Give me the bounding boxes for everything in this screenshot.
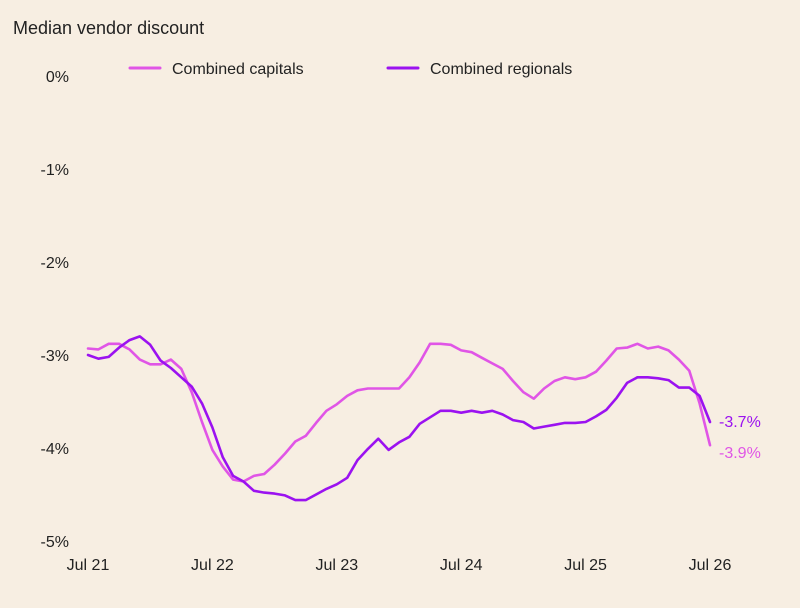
x-tick-label: Jul 25 <box>564 557 607 574</box>
y-axis: 0% -1% -2% -3% -4% -5% <box>41 69 69 551</box>
x-axis: Jul 21 Jul 22 Jul 23 Jul 24 Jul 25 Jul 26 <box>67 557 732 574</box>
y-tick-label: -3% <box>41 348 69 365</box>
x-tick-label: Jul 24 <box>440 557 483 574</box>
end-value-label: -3.9% <box>719 445 761 462</box>
y-tick-label: -2% <box>41 255 69 272</box>
x-tick-label: Jul 23 <box>315 557 358 574</box>
series-layer <box>86 335 712 502</box>
legend-item: Combined regionals <box>386 61 572 78</box>
end-labels: -3.9% -3.7% <box>719 414 761 462</box>
series-line <box>86 335 712 502</box>
x-tick-label: Jul 22 <box>191 557 234 574</box>
y-tick-label: -5% <box>41 534 69 551</box>
chart-title: Median vendor discount <box>13 18 204 38</box>
y-tick-label: -1% <box>41 162 69 179</box>
legend-item: Combined capitals <box>128 61 304 78</box>
y-tick-label: 0% <box>46 69 69 86</box>
series-line <box>86 342 712 483</box>
end-value-label: -3.7% <box>719 414 761 431</box>
x-tick-label: Jul 21 <box>67 557 110 574</box>
legend-label: Combined regionals <box>430 61 572 78</box>
legend-label: Combined capitals <box>172 61 304 78</box>
x-tick-label: Jul 26 <box>689 557 732 574</box>
legend: Combined capitals Combined regionals <box>128 61 572 78</box>
y-tick-label: -4% <box>41 441 69 458</box>
